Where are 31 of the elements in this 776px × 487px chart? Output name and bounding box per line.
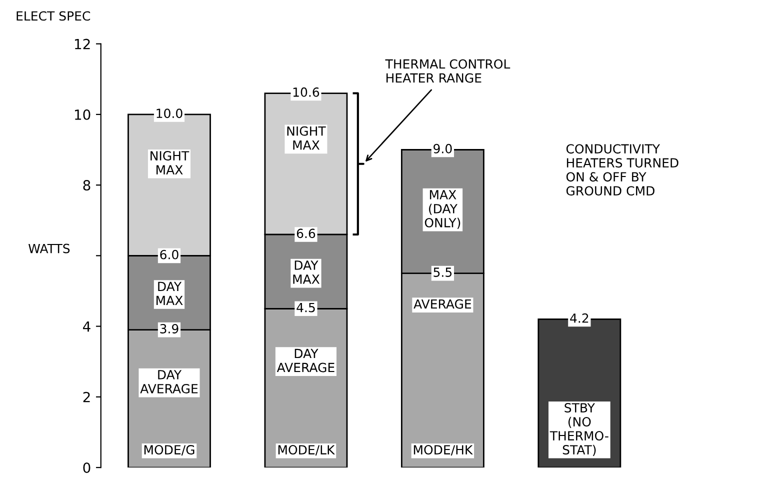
annotation: NIGHT MAX <box>150 151 190 174</box>
y-tick-label: 0 <box>83 462 90 473</box>
annotation: NIGHT MAX <box>287 126 326 150</box>
annotation: 4.5 <box>296 302 315 312</box>
annotation: DAY MAX <box>293 260 320 284</box>
y-tick-label: 8 <box>83 180 90 191</box>
annotation: 4.2 <box>570 313 588 323</box>
chart-title: ELECT SPEC <box>16 11 90 21</box>
annotation: 10.0 <box>156 108 182 118</box>
annotation: MAX (DAY ONLY) <box>424 190 460 229</box>
annotation: DAY AVERAGE <box>276 348 334 372</box>
annotation: DAY AVERAGE <box>140 370 198 394</box>
y-tick-label: 4 <box>83 321 90 332</box>
annotation: 6.0 <box>160 250 178 260</box>
annotation: 9.0 <box>434 144 452 154</box>
y-tick-label: 2 <box>83 392 90 402</box>
y-tick-label: 12 <box>75 38 90 50</box>
annotation: 10.6 <box>293 87 320 97</box>
annotation: DAY MAX <box>156 282 183 305</box>
y-tick-label: 10 <box>75 109 90 120</box>
x-tick-label: STBY (NO THERMO- STAT) <box>550 403 608 456</box>
annotation: CONDUCTIVITY HEATERS TURNED ON & OFF BY GROUND CMD <box>566 144 678 196</box>
annotation: 6.6 <box>296 228 316 238</box>
y-axis-title: WATTS <box>28 244 70 254</box>
annotation: AVERAGE <box>414 299 472 309</box>
annotation: 3.9 <box>160 324 178 334</box>
annotation: 5.5 <box>434 268 452 277</box>
annotation: THERMAL CONTROL HEATER RANGE <box>385 59 510 83</box>
x-tick-label: MODE/G <box>144 445 194 456</box>
x-tick-label: MODE/LK <box>278 445 335 456</box>
x-tick-label: MODE/HK <box>414 445 473 456</box>
